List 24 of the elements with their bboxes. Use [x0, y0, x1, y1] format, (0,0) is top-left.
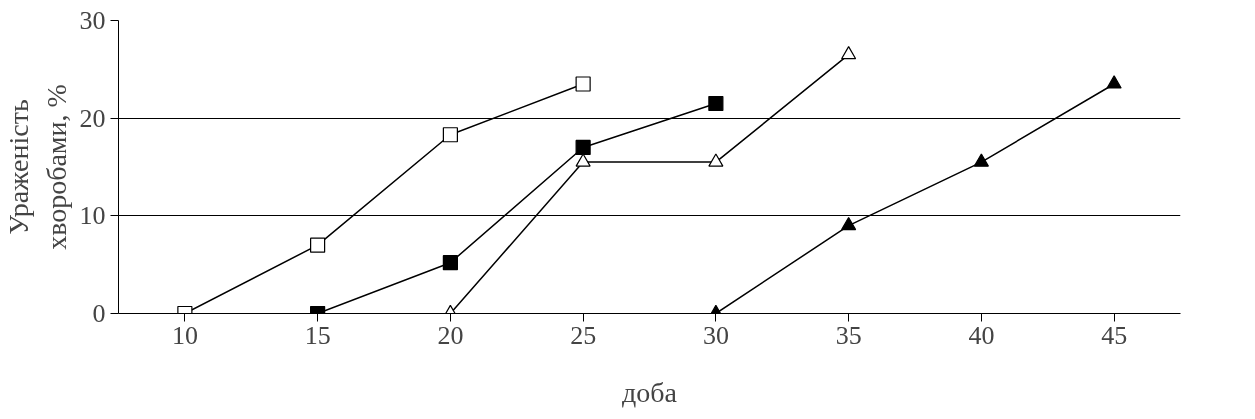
- x-tick-label: 45: [1101, 320, 1128, 350]
- point: [575, 153, 591, 167]
- point: [973, 153, 989, 167]
- x-tick-label: 40: [968, 320, 995, 350]
- point: [575, 76, 591, 92]
- point: [575, 139, 591, 156]
- x-tick-label: 35: [835, 320, 862, 350]
- y-tick-label: 0: [92, 299, 106, 328]
- x-axis-title: доба: [622, 376, 678, 408]
- x-tick-label: 25: [570, 320, 597, 350]
- point: [708, 95, 724, 112]
- x-tick-label: 30: [702, 320, 729, 350]
- y-tick-label: 30: [79, 6, 106, 35]
- x-tick-label: 10: [171, 320, 198, 350]
- point: [841, 216, 857, 231]
- point: [442, 127, 458, 143]
- point: [841, 46, 857, 60]
- y-tick-label: 20: [79, 103, 106, 133]
- point: [708, 153, 724, 167]
- point: [1106, 75, 1122, 89]
- y-tick-label: 10: [79, 201, 106, 231]
- x-tick-label: 20: [437, 320, 464, 350]
- x-tick-label: 15: [304, 320, 331, 350]
- y-axis-title: Ураженість хворобами, %: [3, 84, 72, 250]
